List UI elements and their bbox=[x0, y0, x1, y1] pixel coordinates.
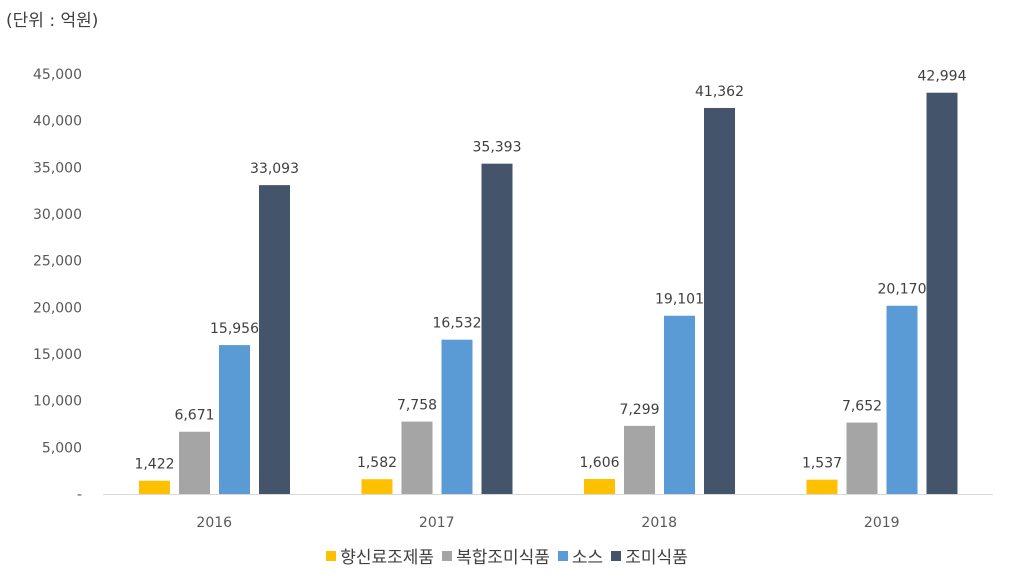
data-label: 33,093 bbox=[250, 161, 299, 177]
bar bbox=[219, 345, 250, 494]
legend-label: 조미식품 bbox=[625, 548, 688, 568]
legend-swatch bbox=[326, 550, 337, 561]
y-tick-label: 25,000 bbox=[33, 254, 82, 270]
legend-item: 소스 bbox=[557, 543, 604, 568]
x-axis: 2016 2017 2018 2019 bbox=[196, 515, 899, 531]
bar bbox=[401, 421, 433, 494]
y-tick-label: 5,000 bbox=[42, 440, 82, 456]
data-label: 15,956 bbox=[210, 321, 259, 337]
data-label: 6,671 bbox=[174, 408, 214, 424]
x-tick-label: 2017 bbox=[419, 515, 455, 531]
data-label: 1,582 bbox=[357, 455, 397, 471]
y-axis: - 5,000 10,000 15,000 20,000 25,000 30,000 35,0… bbox=[33, 67, 82, 503]
y-tick-label: 35,000 bbox=[33, 160, 82, 176]
legend-item: 조미식품 bbox=[611, 543, 688, 568]
bar bbox=[846, 422, 878, 494]
unit-label: (단위 : 억원) bbox=[6, 11, 99, 31]
bar bbox=[361, 479, 393, 494]
data-label: 41,362 bbox=[695, 84, 744, 100]
data-label: 20,170 bbox=[878, 282, 927, 298]
y-tick-label: 30,000 bbox=[33, 207, 82, 223]
bar bbox=[441, 339, 473, 494]
bar bbox=[139, 480, 170, 494]
bar bbox=[624, 425, 655, 494]
y-tick-label: 20,000 bbox=[33, 300, 82, 316]
bar bbox=[664, 315, 695, 494]
data-label: 7,652 bbox=[842, 399, 882, 415]
bar bbox=[704, 107, 735, 495]
x-tick-label: 2018 bbox=[641, 515, 677, 531]
legend-swatch bbox=[442, 550, 453, 561]
y-tick-label: 15,000 bbox=[33, 347, 82, 363]
data-label: 1,422 bbox=[134, 457, 174, 473]
bar bbox=[179, 431, 210, 494]
legend-item: 복합조미식품 bbox=[442, 543, 550, 568]
x-tick-label: 2019 bbox=[864, 515, 900, 531]
legend: 향신료조제품 복합조미식품 소스 조미식품 bbox=[0, 543, 1014, 568]
x-tick-label: 2016 bbox=[196, 515, 232, 531]
bar-chart: - 5,000 10,000 15,000 20,000 25,000 30,000 35,0… bbox=[33, 67, 993, 531]
legend-label: 향신료조제품 bbox=[340, 548, 435, 568]
y-tick-label: - bbox=[77, 487, 82, 503]
data-label: 16,532 bbox=[433, 316, 482, 332]
legend-swatch bbox=[611, 550, 622, 561]
data-label: 7,299 bbox=[619, 402, 659, 418]
y-tick-label: 45,000 bbox=[33, 67, 82, 83]
data-label: 42,994 bbox=[918, 69, 967, 85]
bar bbox=[259, 185, 290, 494]
bar bbox=[481, 163, 513, 494]
legend-label: 복합조미식품 bbox=[456, 548, 550, 568]
y-tick-label: 10,000 bbox=[33, 394, 82, 410]
y-tick-label: 40,000 bbox=[33, 114, 82, 130]
data-label: 7,758 bbox=[397, 398, 437, 414]
bar bbox=[886, 305, 918, 494]
data-label: 35,393 bbox=[473, 140, 522, 156]
data-label: 1,537 bbox=[802, 456, 842, 472]
legend-swatch bbox=[557, 550, 568, 561]
bars-group bbox=[139, 92, 958, 495]
data-labels-group: 1,422 6,671 15,956 33,093 1,582 7,758 16,532 35… bbox=[134, 69, 966, 473]
bar bbox=[806, 479, 838, 494]
legend-label: 소스 bbox=[571, 548, 604, 568]
bar bbox=[584, 479, 615, 494]
data-label: 19,101 bbox=[655, 292, 704, 308]
data-label: 1,606 bbox=[579, 455, 619, 471]
legend-item: 향신료조제품 bbox=[326, 543, 434, 568]
bar bbox=[926, 92, 958, 495]
